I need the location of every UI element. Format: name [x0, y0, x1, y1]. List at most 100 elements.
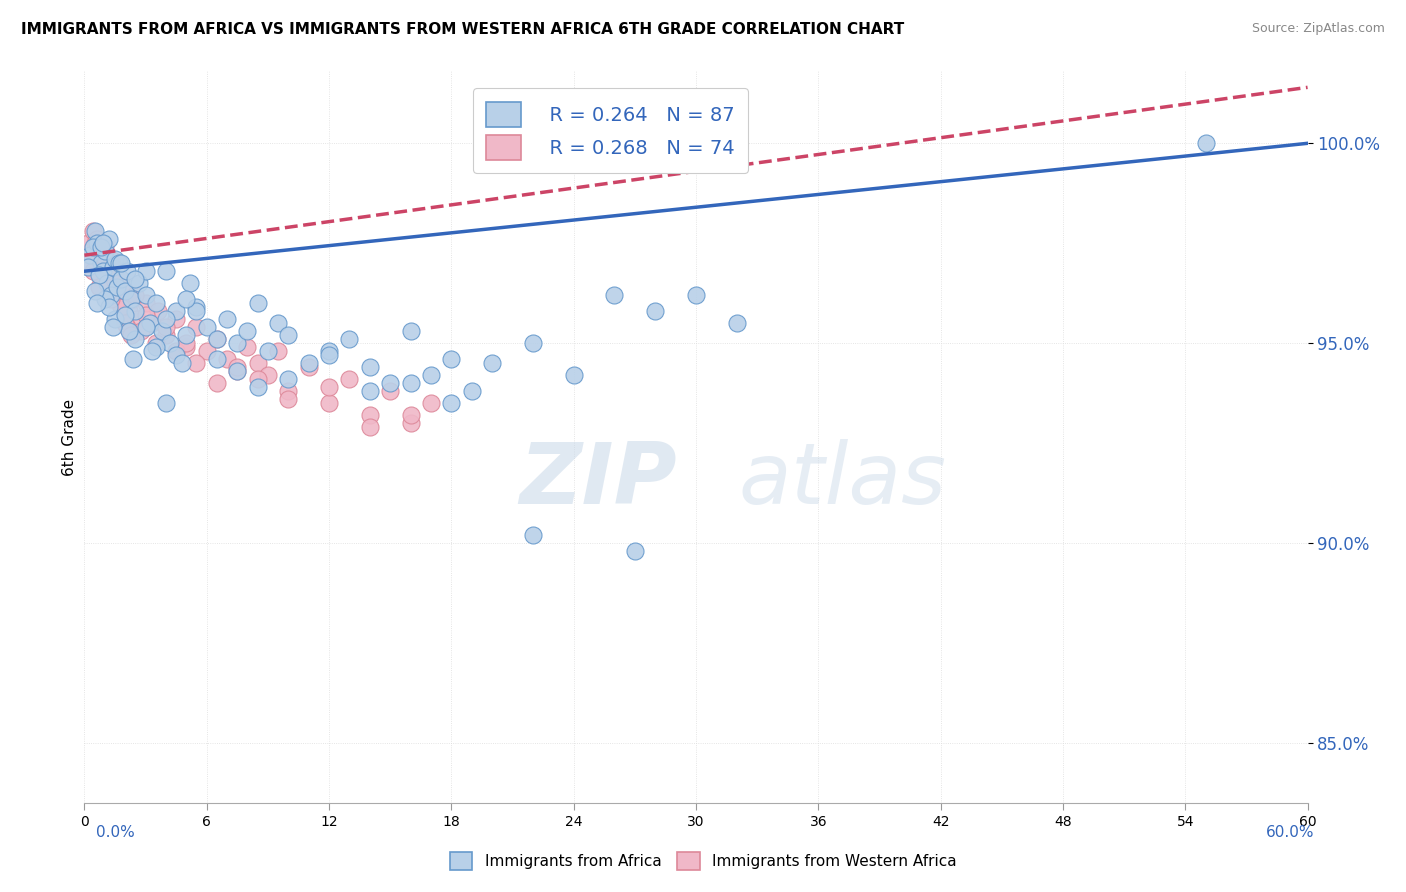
Point: [186, 356, 208, 370]
Point: [399, 324, 422, 338]
Point: [644, 304, 666, 318]
Point: [91, 264, 114, 278]
Point: [83, 236, 105, 251]
Point: [86, 232, 108, 246]
Point: [77, 236, 100, 251]
Point: [90, 248, 112, 262]
Point: [145, 336, 167, 351]
Point: [86, 236, 108, 251]
Point: [114, 316, 136, 330]
Point: [83, 224, 105, 238]
Point: [420, 396, 443, 410]
Point: [108, 272, 131, 286]
Point: [93, 240, 115, 254]
Point: [155, 264, 177, 278]
Point: [131, 324, 153, 338]
Point: [120, 292, 142, 306]
Text: ZIP: ZIP: [519, 440, 676, 523]
Point: [186, 304, 208, 318]
Point: [146, 304, 169, 318]
Point: [96, 276, 118, 290]
Point: [118, 324, 141, 338]
Point: [124, 288, 146, 302]
Point: [91, 264, 114, 278]
Point: [138, 316, 160, 330]
Point: [108, 256, 131, 270]
Point: [624, 544, 647, 558]
Point: [114, 284, 136, 298]
Point: [155, 312, 177, 326]
Point: [90, 240, 112, 254]
Point: [267, 344, 290, 359]
Point: [399, 416, 422, 430]
Legend:   R = 0.264   N = 87,   R = 0.268   N = 74: R = 0.264 N = 87, R = 0.268 N = 74: [472, 88, 748, 173]
Y-axis label: 6th Grade: 6th Grade: [62, 399, 77, 475]
Point: [77, 260, 100, 275]
Text: 60.0%: 60.0%: [1267, 825, 1315, 839]
Point: [101, 320, 124, 334]
Point: [440, 352, 463, 367]
Point: [82, 240, 104, 254]
Point: [128, 276, 150, 290]
Point: [115, 264, 138, 278]
Point: [96, 276, 118, 290]
Point: [174, 340, 197, 354]
Point: [114, 308, 136, 322]
Point: [186, 300, 208, 314]
Point: [79, 248, 101, 262]
Point: [359, 408, 381, 422]
Point: [267, 316, 290, 330]
Point: [186, 320, 208, 334]
Point: [87, 268, 110, 283]
Point: [127, 312, 149, 326]
Point: [318, 348, 340, 362]
Point: [104, 268, 127, 283]
Point: [246, 356, 269, 370]
Point: [155, 396, 177, 410]
Point: [79, 256, 101, 270]
Point: [86, 296, 108, 310]
Point: [1195, 136, 1218, 151]
Point: [105, 280, 128, 294]
Point: [246, 380, 269, 394]
Point: [172, 356, 194, 370]
Point: [101, 280, 124, 294]
Point: [236, 324, 259, 338]
Point: [122, 352, 145, 367]
Point: [359, 384, 381, 398]
Point: [82, 264, 104, 278]
Point: [226, 364, 249, 378]
Point: [725, 316, 748, 330]
Point: [87, 256, 110, 270]
Text: 0.0%: 0.0%: [96, 825, 135, 839]
Point: [135, 308, 157, 322]
Point: [205, 352, 228, 367]
Point: [174, 336, 197, 351]
Point: [399, 408, 422, 422]
Point: [97, 260, 120, 275]
Point: [87, 280, 110, 294]
Point: [195, 320, 218, 334]
Text: IMMIGRANTS FROM AFRICA VS IMMIGRANTS FROM WESTERN AFRICA 6TH GRADE CORRELATION C: IMMIGRANTS FROM AFRICA VS IMMIGRANTS FRO…: [21, 22, 904, 37]
Point: [277, 392, 299, 406]
Point: [135, 296, 157, 310]
Point: [318, 344, 340, 359]
Point: [91, 248, 114, 262]
Point: [122, 292, 145, 306]
Point: [141, 344, 163, 359]
Point: [97, 300, 120, 314]
Point: [226, 336, 249, 351]
Point: [150, 324, 173, 338]
Point: [165, 304, 187, 318]
Point: [86, 240, 108, 254]
Point: [205, 376, 228, 391]
Point: [93, 292, 115, 306]
Point: [277, 384, 299, 398]
Point: [145, 296, 167, 310]
Point: [82, 224, 104, 238]
Point: [205, 332, 228, 346]
Point: [165, 312, 187, 326]
Point: [179, 276, 201, 290]
Point: [226, 364, 249, 378]
Point: [118, 304, 141, 318]
